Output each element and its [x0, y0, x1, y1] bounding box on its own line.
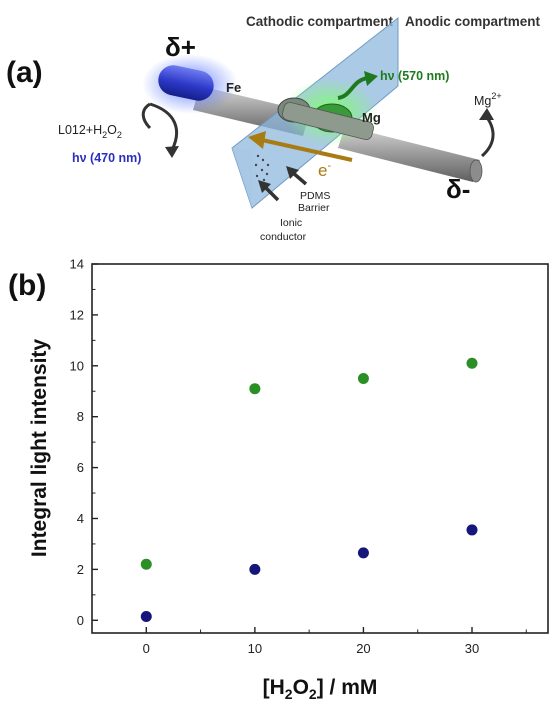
blue-luminescent-capsule: [158, 65, 214, 101]
ionic-conductor-pores: [254, 154, 270, 182]
blue-photon-arrow: [141, 102, 179, 158]
mg-electrode: [338, 126, 483, 183]
data-point-series-1: [357, 373, 369, 385]
scatter-chart: (b) 0 2 4 6 8 10 12 14 0 10 20 30 Integral light i…: [8, 257, 549, 702]
panel-a: (a) Cathodic compartment Anodic compartm…: [0, 0, 560, 250]
y-axis: 0 2 4 6 8 10 12 14: [70, 257, 98, 628]
cathodic-compartment-label: Cathodic compartment: [246, 14, 394, 29]
electron-label: e-: [318, 160, 331, 180]
reagent-label: L012+H2O2: [58, 123, 122, 140]
x-tick-label: 0: [143, 641, 150, 656]
y-tick-label: 12: [70, 307, 84, 322]
data-point-series-2: [249, 563, 261, 575]
data-point-series-1: [249, 383, 261, 395]
data-points: [140, 357, 478, 622]
x-tick-label: 10: [248, 641, 262, 656]
y-tick-label: 6: [77, 460, 84, 475]
blue-emission-label: hν (470 nm): [72, 151, 141, 165]
y-axis-label: Integral light intensity: [28, 339, 51, 558]
ionic-conductor-pointer: [258, 180, 280, 202]
data-point-series-1: [140, 558, 152, 570]
panel-a-label: (a): [6, 56, 43, 89]
pdms-barrier-pointer: [286, 166, 308, 186]
x-tick-label: 30: [465, 641, 479, 656]
green-photon-arrow: [337, 71, 378, 100]
y-tick-label: 10: [70, 358, 84, 373]
pdms-junction: [277, 97, 374, 140]
electron-flow-arrow: e-: [248, 131, 353, 180]
schematic-diagram: (a) Cathodic compartment Anodic compartm…: [6, 14, 541, 243]
fe-label: Fe: [226, 80, 241, 95]
x-axis: 0 10 20 30: [143, 627, 527, 656]
y-tick-label: 4: [77, 511, 84, 526]
panel-b-label: (b): [8, 269, 46, 302]
pdms-label: PDMS: [300, 190, 330, 202]
conductor-label: conductor: [260, 231, 307, 243]
mg-ion-label: Mg2+: [474, 91, 502, 108]
x-axis-label: [H2O2] / mM: [263, 676, 378, 702]
data-point-series-2: [357, 547, 369, 559]
x-tick-label: 20: [356, 641, 370, 656]
data-point-series-1: [466, 357, 478, 369]
barrier-label: Barrier: [298, 202, 330, 214]
data-point-series-2: [466, 524, 478, 536]
ionic-label: Ionic: [280, 217, 302, 229]
anodic-compartment-label: Anodic compartment: [405, 14, 541, 29]
mg-label: Mg: [362, 110, 381, 125]
y-tick-label: 0: [77, 613, 84, 628]
plot-frame: [91, 263, 549, 634]
data-point-series-2: [140, 610, 152, 622]
panel-b: (b) 0 2 4 6 8 10 12 14 0 10 20 30 Integral light i…: [0, 245, 560, 711]
y-tick-label: 8: [77, 409, 84, 424]
y-tick-label: 2: [77, 562, 84, 577]
green-emission-label: hν (570 nm): [380, 69, 449, 83]
mg-ion-arrow: [479, 108, 495, 158]
y-tick-label: 14: [70, 257, 84, 272]
